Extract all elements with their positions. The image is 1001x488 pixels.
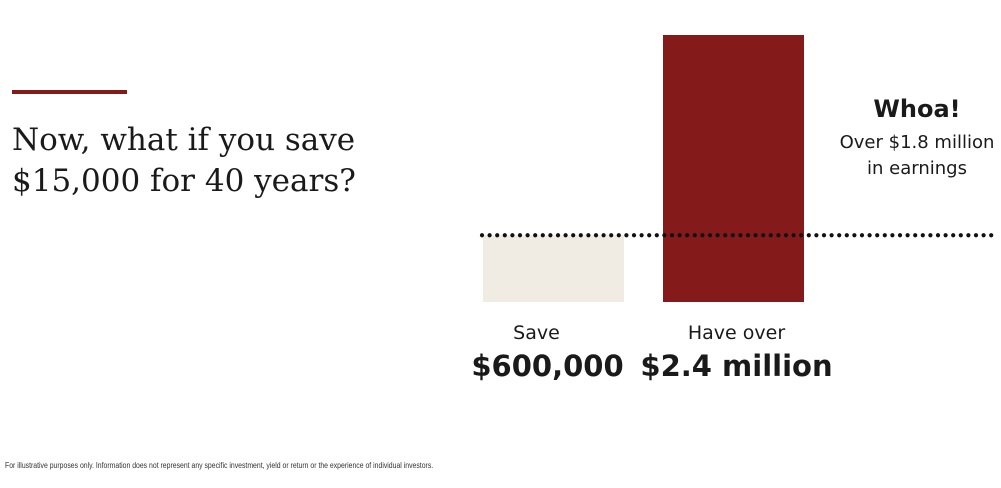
reference-dot	[723, 233, 728, 238]
reference-dot	[540, 233, 545, 238]
bar-have-over	[663, 35, 804, 302]
reference-dot	[951, 233, 956, 238]
reference-dot	[715, 233, 720, 238]
reference-dot	[609, 233, 614, 238]
reference-dot	[837, 233, 842, 238]
reference-dot	[821, 233, 827, 238]
reference-dot	[692, 233, 697, 238]
reference-dot	[479, 233, 485, 238]
reference-dot	[913, 233, 918, 238]
reference-dot	[890, 233, 895, 238]
reference-dotted-line	[479, 233, 994, 238]
reference-dot	[669, 233, 675, 238]
reference-dot	[753, 233, 758, 238]
reference-dot	[829, 233, 834, 238]
reference-dot	[852, 233, 857, 238]
headline: Now, what if you save $15,000 for 40 yea…	[12, 120, 432, 202]
category-label-save: Save	[513, 322, 560, 344]
reference-dot	[791, 233, 796, 238]
reference-dot	[510, 233, 515, 238]
reference-dot	[958, 233, 963, 238]
reference-dot	[495, 233, 500, 238]
reference-dot	[677, 233, 682, 238]
reference-dot	[647, 233, 652, 238]
reference-dot	[943, 233, 948, 238]
reference-dot	[966, 233, 971, 238]
reference-dot	[973, 233, 979, 238]
reference-dot	[593, 233, 599, 238]
headline-line-1: Now, what if you save	[12, 122, 356, 158]
annotation-title: Whoa!	[873, 95, 960, 123]
reference-dot	[799, 233, 804, 238]
reference-dot	[768, 233, 773, 238]
reference-dot	[875, 233, 880, 238]
reference-dot	[783, 233, 789, 238]
reference-dot	[920, 233, 925, 238]
reference-dot	[571, 233, 576, 238]
reference-dot	[989, 233, 994, 238]
reference-dot	[487, 233, 492, 238]
reference-dot	[601, 233, 606, 238]
reference-dot	[555, 233, 561, 238]
headline-line-2: $15,000 for 40 years?	[12, 163, 356, 199]
reference-dot	[624, 233, 629, 238]
reference-dot	[586, 233, 591, 238]
bar-save	[483, 235, 624, 302]
reference-dot	[738, 233, 743, 238]
reference-dot	[662, 233, 667, 238]
reference-dot	[981, 233, 986, 238]
reference-dot	[776, 233, 781, 238]
reference-dot	[502, 233, 507, 238]
reference-dot	[707, 233, 713, 238]
reference-dot	[814, 233, 819, 238]
reference-dot	[730, 233, 735, 238]
reference-dot	[654, 233, 659, 238]
reference-dot	[639, 233, 644, 238]
accent-rule	[12, 90, 127, 94]
reference-dot	[700, 233, 705, 238]
reference-dot	[761, 233, 766, 238]
reference-dot	[745, 233, 751, 238]
reference-dot	[578, 233, 583, 238]
reference-dot	[844, 233, 849, 238]
reference-dot	[859, 233, 865, 238]
category-label-have-over: Have over	[688, 322, 785, 344]
reference-dot	[517, 233, 523, 238]
reference-dot	[525, 233, 530, 238]
annotation-line-1: Over $1.8 million	[840, 132, 995, 153]
reference-dot	[897, 233, 903, 238]
reference-dot	[685, 233, 690, 238]
savings-bar-chart: Save Have over $600,000 $2.4 million Who…	[471, 35, 995, 383]
reference-dot	[631, 233, 637, 238]
reference-dot	[616, 233, 621, 238]
reference-dot	[533, 233, 538, 238]
value-label-have-over: $2.4 million	[640, 349, 832, 383]
reference-dot	[548, 233, 553, 238]
reference-dot	[935, 233, 941, 238]
reference-dot	[806, 233, 811, 238]
footnote: For illustrative purposes only. Informat…	[5, 461, 434, 470]
annotation-line-2: in earnings	[867, 158, 967, 179]
reference-dot	[882, 233, 887, 238]
reference-dot	[563, 233, 568, 238]
value-label-save: $600,000	[471, 349, 623, 383]
reference-dot	[905, 233, 910, 238]
reference-dot	[928, 233, 933, 238]
reference-dot	[867, 233, 872, 238]
